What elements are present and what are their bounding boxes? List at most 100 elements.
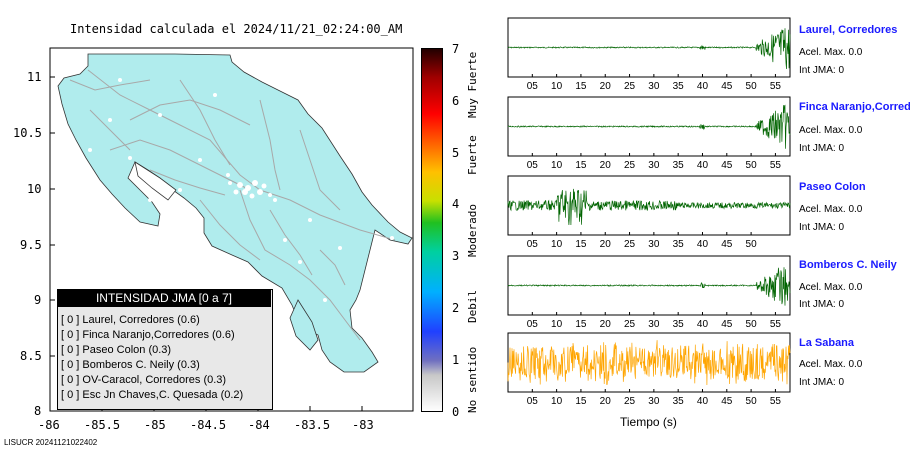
waveform-tick-label: 35 xyxy=(673,160,685,171)
map-x-tick: -86 xyxy=(38,418,60,432)
legend-item: [ 0 ] Esc Jn Chaves,C. Quesada (0.2) xyxy=(61,389,244,401)
station-accel: Acel. Max. 0.0 xyxy=(799,47,863,58)
waveform-trace xyxy=(507,267,791,306)
station-jma: Int JMA: 0 xyxy=(799,299,845,310)
waveform-tick-label: 35 xyxy=(673,81,685,92)
station-name: Finca Naranjo,Corredores xyxy=(799,101,910,113)
legend-item: [ 0 ] Bomberos C. Neily (0.3) xyxy=(61,359,200,371)
waveform-tick-label: 30 xyxy=(648,319,660,330)
waveform-tick-label: 45 xyxy=(721,396,733,407)
waveform-tick-label: 25 xyxy=(624,319,636,330)
station-accel: Acel. Max. 0.0 xyxy=(799,204,863,215)
map-y-tick: 10 xyxy=(27,182,42,196)
station-jma: Int JMA: 0 xyxy=(799,65,845,76)
scale-level: 4 xyxy=(452,197,460,211)
waveform-tick-label: 05 xyxy=(527,160,539,171)
legend-item: [ 0 ] Laurel, Corredores (0.6) xyxy=(61,314,200,326)
map-y-tick: 10.5 xyxy=(13,126,42,140)
waveform-tick-label: 20 xyxy=(600,81,612,92)
waveform-tick-label: 35 xyxy=(673,396,685,407)
station-jma: Int JMA: 0 xyxy=(799,222,845,233)
scale-level: 1 xyxy=(452,353,460,367)
waveform-tick-label: 15 xyxy=(575,160,587,171)
legend-item: [ 0 ] OV-Caracol, Corredores (0.3) xyxy=(61,374,227,386)
waveform-tick-label: 40 xyxy=(697,319,709,330)
legend-item: [ 0 ] Paseo Colon (0.3) xyxy=(61,344,172,356)
legend-header: INTENSIDAD JMA [0 a 7] xyxy=(57,289,271,307)
waveform-tick-label: 55 xyxy=(770,160,782,171)
waveform-tick-label: 50 xyxy=(746,81,758,92)
waveform-tick-label: 05 xyxy=(527,81,539,92)
waveform-tick-label: 05 xyxy=(527,239,539,250)
waveform-tick-label: 25 xyxy=(624,160,636,171)
waveform-tick-label: 10 xyxy=(551,81,563,92)
waveform-tick-label: 30 xyxy=(648,396,660,407)
waveform-tick-label: 10 xyxy=(551,396,563,407)
map-y-tick: 9.5 xyxy=(20,238,42,252)
waveform-tick-label: 45 xyxy=(721,81,733,92)
waveform-trace xyxy=(507,188,791,226)
waveform-tick-label: 25 xyxy=(624,239,636,250)
waveform-tick-label: 25 xyxy=(624,396,636,407)
osa-peninsula xyxy=(289,299,319,351)
map-y-tick: 8.5 xyxy=(20,349,42,363)
waveform-tick-label: 35 xyxy=(673,239,685,250)
waveform-tick-label: 25 xyxy=(624,81,636,92)
scale-level: 3 xyxy=(452,249,460,263)
waveform-tick-label: 40 xyxy=(697,160,709,171)
station-name: La Sabana xyxy=(799,337,855,349)
scale-level: 0 xyxy=(452,405,460,419)
waveform-tick-label: 45 xyxy=(721,160,733,171)
waveform-tick-label: 40 xyxy=(697,81,709,92)
scale-level: 5 xyxy=(452,146,460,160)
footer-id: LISUCR 20241121022402 xyxy=(4,438,98,447)
scale-level: 2 xyxy=(452,301,460,315)
map-x-tick: -83 xyxy=(352,418,374,432)
waveform-tick-label: 10 xyxy=(551,160,563,171)
gulf-of-nicoya xyxy=(134,161,177,201)
map-x-tick: -84 xyxy=(248,418,270,432)
intensity-colorbar xyxy=(421,48,443,412)
waveform-tick-label: 15 xyxy=(575,81,587,92)
waveform-tick-label: 40 xyxy=(697,239,709,250)
waveform-tick-label: 10 xyxy=(551,319,563,330)
waveform-tick-label: 20 xyxy=(600,239,612,250)
map-x-tick: -83.5 xyxy=(294,418,331,432)
station-accel: Acel. Max. 0.0 xyxy=(799,125,863,136)
station-dots xyxy=(88,78,394,342)
map-x-tick: -85 xyxy=(144,418,166,432)
map-y-tick: 8 xyxy=(34,404,42,418)
waveform-tick-label: 50 xyxy=(746,239,758,250)
map-x-tick: -85.5 xyxy=(84,418,121,432)
station-name: Paseo Colon xyxy=(799,181,866,193)
waveform-tick-label: 50 xyxy=(746,396,758,407)
scale-level: 6 xyxy=(452,94,460,108)
station-name: Laurel, Corredores xyxy=(799,24,898,36)
waveform-frame xyxy=(507,175,791,236)
waveform-tick-label: 30 xyxy=(648,239,660,250)
waveform-tick-label: 50 xyxy=(746,160,758,171)
waveform-tick-label: 20 xyxy=(600,396,612,407)
waveform-tick-label: 20 xyxy=(600,319,612,330)
map-x-tick: -84.5 xyxy=(190,418,227,432)
waveform-tick-label: 55 xyxy=(770,81,782,92)
waveform-tick-label: 45 xyxy=(721,319,733,330)
waveform-trace xyxy=(507,104,791,149)
station-jma: Int JMA: 0 xyxy=(799,143,845,154)
map-y-tick: 11 xyxy=(27,70,42,84)
waveform-tick-label: 30 xyxy=(648,81,660,92)
waveform-tick-label: 05 xyxy=(527,319,539,330)
intensity-legend xyxy=(57,289,273,410)
waveform-tick-label: 10 xyxy=(551,239,563,250)
legend-item: [ 0 ] Finca Naranjo,Corredores (0.6) xyxy=(61,329,235,341)
map-y-tick: 9 xyxy=(34,293,42,307)
map-title: Intensidad calculada el 2024/11/21_02:24… xyxy=(70,22,403,36)
waveform-tick-label: 45 xyxy=(721,239,733,250)
waveform-tick-label: 30 xyxy=(648,160,660,171)
waveform-tick-label: 05 xyxy=(527,396,539,407)
station-name: Bomberos C. Neily xyxy=(799,259,897,271)
waveform-tick-label: 15 xyxy=(575,239,587,250)
waveform-trace xyxy=(507,28,791,70)
scale-level: 7 xyxy=(452,42,460,56)
